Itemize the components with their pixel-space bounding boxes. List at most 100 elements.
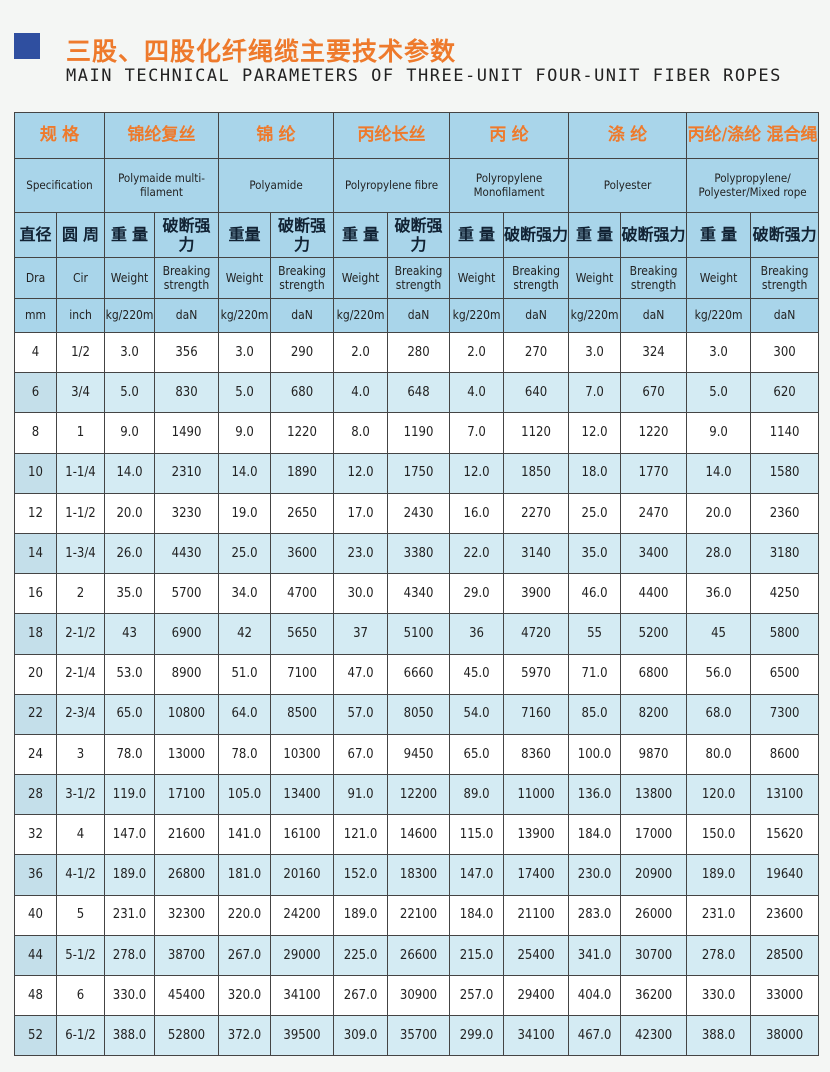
table-cell: 1 [55,412,106,454]
table-cell: 404.0 [568,974,622,1017]
table-cell: 3400 [620,532,688,575]
table-cell: 29000 [270,934,335,977]
column-header-cn: 破断强力 [620,212,688,258]
table-cell: 9870 [620,733,688,776]
table-cell: 20160 [270,854,335,896]
header-row-cn: 规 格锦纶复丝锦 纶丙纶长丝丙 纶涤 纶丙纶/涤纶 混合绳 [13,112,820,159]
table-cell: 6-1/2 [55,1015,106,1057]
column-header-en: Weight [333,257,389,299]
group-header-en: Specification [13,158,106,213]
table-cell: 19640 [750,854,820,896]
table-row: 22 2-3/4 65.0 10800 64.0 8500 57.0 8050 54.0 7160… [14,693,820,735]
table-cell: 1-3/4 [55,532,106,575]
table-cell: 147.0 [104,814,156,856]
table-cell: 2-3/4 [55,693,106,735]
column-header-cn: 破断强力 [270,212,335,258]
table-cell: 8050 [387,693,451,735]
table-cell: 18300 [387,854,451,896]
column-header-en: Weight [686,257,752,299]
table-cell: 2310 [154,452,220,494]
group-header-cn: 丙纶/涤纶 混合绳 [686,112,820,159]
table-cell: 29400 [503,974,570,1017]
table-cell: 8900 [154,653,220,695]
table-cell: 1890 [270,452,335,494]
table-cell: 4.0 [333,372,389,414]
table-cell: 52 [14,1015,57,1057]
table-cell: 5650 [270,613,335,655]
table-cell: 64.0 [218,693,272,735]
table-cell: 6500 [750,653,820,695]
table-cell: 147.0 [449,854,505,896]
column-header-cn: 重量 [218,212,272,258]
group-header-en: Polyester [568,158,688,213]
table-cell: 16 [14,573,57,615]
table-cell: 3140 [503,532,570,575]
table-cell: 22 [14,693,57,735]
table-cell: 4700 [270,573,335,615]
unit-cell: daN [620,298,688,333]
table-cell: 35700 [387,1015,451,1057]
table-cell: 152.0 [333,854,389,896]
unit-cell: kg/220m [104,298,156,333]
table-cell: 18.0 [568,452,622,494]
table-cell: 33000 [750,974,820,1017]
table-cell: 1-1/2 [55,492,106,534]
table-cell: 24 [14,733,57,776]
table-cell: 309.0 [333,1015,389,1057]
table-row: 16 2 35.0 5700 34.0 4700 30.0 4340 29.0 3900 46.0 4… [14,573,820,615]
table-cell: 2 [55,573,106,615]
table-cell: 10800 [154,693,220,735]
table-cell: 8600 [750,733,820,776]
table-cell: 620 [750,372,820,414]
table-cell: 1120 [503,412,570,454]
table-cell: 37 [333,613,389,655]
table-cell: 356 [154,331,220,374]
column-header-en: Breaking strength [270,257,335,299]
table-cell: 1850 [503,452,570,494]
table-cell: 14.0 [218,452,272,494]
table-cell: 280 [387,331,451,374]
unit-cell: kg/220m [568,298,622,333]
table-cell: 9.0 [686,412,752,454]
table-row: 48 6 330.0 45400 320.0 34100 267.0 30900 257.0 29… [14,974,820,1017]
table-cell: 2270 [503,492,570,534]
column-header-cn: 重 量 [449,212,505,258]
table-cell: 52800 [154,1015,220,1057]
table-cell: 12 [14,492,57,534]
table-cell: 215.0 [449,934,505,977]
table-cell: 67.0 [333,733,389,776]
table-cell: 3.0 [218,331,272,374]
table-cell: 45400 [154,974,220,1017]
table-cell: 42300 [620,1015,688,1057]
table-row: 4 1/2 3.0 356 3.0 290 2.0 280 2.0 270 3.0 324 3.0 300 [14,331,820,374]
title-square-icon [14,33,40,59]
table-cell: 3600 [270,532,335,575]
table-cell: 230.0 [568,854,622,896]
table-cell: 372.0 [218,1015,272,1057]
table-cell: 17400 [503,854,570,896]
table-cell: 220.0 [218,894,272,936]
table-cell: 3.0 [104,331,156,374]
table-cell: 91.0 [333,774,389,816]
table-cell: 9450 [387,733,451,776]
table-cell: 640 [503,372,570,414]
table-cell: 3900 [503,573,570,615]
table-cell: 28500 [750,934,820,977]
table-cell: 26800 [154,854,220,896]
table-cell: 1220 [270,412,335,454]
title-cn: 三股、四股化纤绳缆主要技术参数 [66,37,457,66]
unit-cell: mm [14,298,57,333]
header-row-en: Specification Polymaide multi-filament Pol… [13,158,820,213]
table-cell: 1220 [620,412,688,454]
table-cell: 8.0 [333,412,389,454]
table-row: 8 1 9.0 1490 9.0 1220 8.0 1190 7.0 1120 12.0 1220 9.… [14,412,820,454]
table-cell: 55 [568,613,622,655]
table-cell: 51.0 [218,653,272,695]
table-cell: 2.0 [449,331,505,374]
table-cell: 32300 [154,894,220,936]
table-cell: 10300 [270,733,335,776]
table-cell: 65.0 [449,733,505,776]
table-cell: 119.0 [104,774,156,816]
table-cell: 13800 [620,774,688,816]
table-cell: 4-1/2 [55,854,106,896]
